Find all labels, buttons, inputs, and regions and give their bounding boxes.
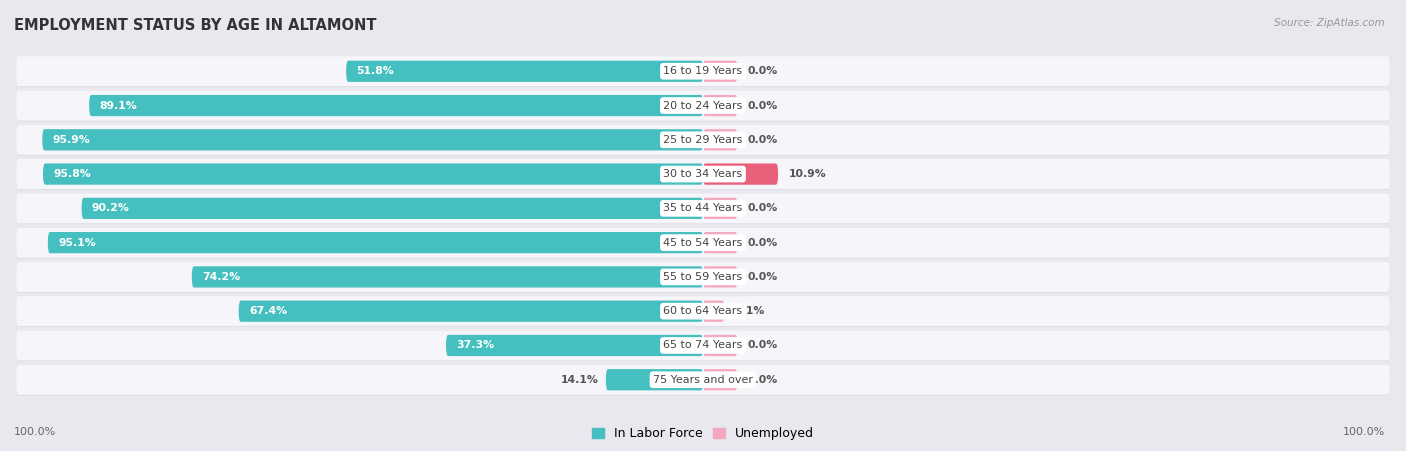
- FancyBboxPatch shape: [15, 262, 1391, 292]
- Text: EMPLOYMENT STATUS BY AGE IN ALTAMONT: EMPLOYMENT STATUS BY AGE IN ALTAMONT: [14, 18, 377, 33]
- Text: 45 to 54 Years: 45 to 54 Years: [664, 238, 742, 248]
- FancyBboxPatch shape: [15, 228, 1391, 258]
- FancyBboxPatch shape: [15, 228, 1391, 258]
- FancyBboxPatch shape: [89, 95, 703, 116]
- FancyBboxPatch shape: [703, 300, 724, 322]
- Text: 3.1%: 3.1%: [735, 306, 765, 316]
- FancyBboxPatch shape: [15, 91, 1391, 121]
- Text: 14.1%: 14.1%: [561, 375, 599, 385]
- FancyBboxPatch shape: [15, 262, 1391, 293]
- Text: 67.4%: 67.4%: [249, 306, 287, 316]
- Text: 0.0%: 0.0%: [748, 341, 778, 350]
- FancyBboxPatch shape: [703, 369, 738, 391]
- Text: 95.8%: 95.8%: [53, 169, 91, 179]
- Text: 0.0%: 0.0%: [748, 203, 778, 213]
- FancyBboxPatch shape: [703, 163, 778, 185]
- Text: 0.0%: 0.0%: [748, 135, 778, 145]
- Text: 55 to 59 Years: 55 to 59 Years: [664, 272, 742, 282]
- Text: 60 to 64 Years: 60 to 64 Years: [664, 306, 742, 316]
- FancyBboxPatch shape: [703, 232, 738, 253]
- FancyBboxPatch shape: [703, 95, 738, 116]
- FancyBboxPatch shape: [15, 331, 1391, 361]
- Text: 0.0%: 0.0%: [748, 101, 778, 110]
- Text: 0.0%: 0.0%: [748, 66, 778, 76]
- FancyBboxPatch shape: [15, 365, 1391, 396]
- FancyBboxPatch shape: [15, 331, 1391, 360]
- FancyBboxPatch shape: [15, 296, 1391, 326]
- FancyBboxPatch shape: [703, 266, 738, 288]
- Text: 16 to 19 Years: 16 to 19 Years: [664, 66, 742, 76]
- FancyBboxPatch shape: [15, 125, 1391, 155]
- Text: 30 to 34 Years: 30 to 34 Years: [664, 169, 742, 179]
- FancyBboxPatch shape: [15, 296, 1391, 327]
- FancyBboxPatch shape: [15, 193, 1391, 223]
- FancyBboxPatch shape: [82, 198, 703, 219]
- Text: 90.2%: 90.2%: [91, 203, 129, 213]
- FancyBboxPatch shape: [703, 129, 738, 151]
- FancyBboxPatch shape: [346, 60, 703, 82]
- FancyBboxPatch shape: [606, 369, 703, 391]
- Text: 75 Years and over: 75 Years and over: [652, 375, 754, 385]
- Text: 74.2%: 74.2%: [202, 272, 240, 282]
- Text: 0.0%: 0.0%: [748, 375, 778, 385]
- Text: 100.0%: 100.0%: [14, 428, 56, 437]
- FancyBboxPatch shape: [15, 159, 1391, 189]
- Text: 0.0%: 0.0%: [748, 272, 778, 282]
- FancyBboxPatch shape: [15, 91, 1391, 120]
- FancyBboxPatch shape: [703, 198, 738, 219]
- FancyBboxPatch shape: [239, 300, 703, 322]
- FancyBboxPatch shape: [15, 193, 1391, 224]
- Text: 51.8%: 51.8%: [357, 66, 394, 76]
- FancyBboxPatch shape: [44, 163, 703, 185]
- FancyBboxPatch shape: [191, 266, 703, 288]
- Text: 37.3%: 37.3%: [457, 341, 495, 350]
- Text: 0.0%: 0.0%: [748, 238, 778, 248]
- Text: 20 to 24 Years: 20 to 24 Years: [664, 101, 742, 110]
- Text: Source: ZipAtlas.com: Source: ZipAtlas.com: [1274, 18, 1385, 28]
- Text: 95.1%: 95.1%: [58, 238, 96, 248]
- Legend: In Labor Force, Unemployed: In Labor Force, Unemployed: [586, 423, 820, 446]
- Text: 65 to 74 Years: 65 to 74 Years: [664, 341, 742, 350]
- Text: 95.9%: 95.9%: [52, 135, 90, 145]
- Text: 10.9%: 10.9%: [789, 169, 827, 179]
- FancyBboxPatch shape: [42, 129, 703, 151]
- FancyBboxPatch shape: [15, 125, 1391, 156]
- FancyBboxPatch shape: [703, 335, 738, 356]
- FancyBboxPatch shape: [446, 335, 703, 356]
- FancyBboxPatch shape: [15, 365, 1391, 395]
- Text: 100.0%: 100.0%: [1343, 428, 1385, 437]
- FancyBboxPatch shape: [15, 159, 1391, 190]
- Text: 35 to 44 Years: 35 to 44 Years: [664, 203, 742, 213]
- FancyBboxPatch shape: [15, 56, 1391, 86]
- Text: 89.1%: 89.1%: [100, 101, 138, 110]
- FancyBboxPatch shape: [48, 232, 703, 253]
- Text: 25 to 29 Years: 25 to 29 Years: [664, 135, 742, 145]
- FancyBboxPatch shape: [703, 60, 738, 82]
- FancyBboxPatch shape: [15, 56, 1391, 87]
